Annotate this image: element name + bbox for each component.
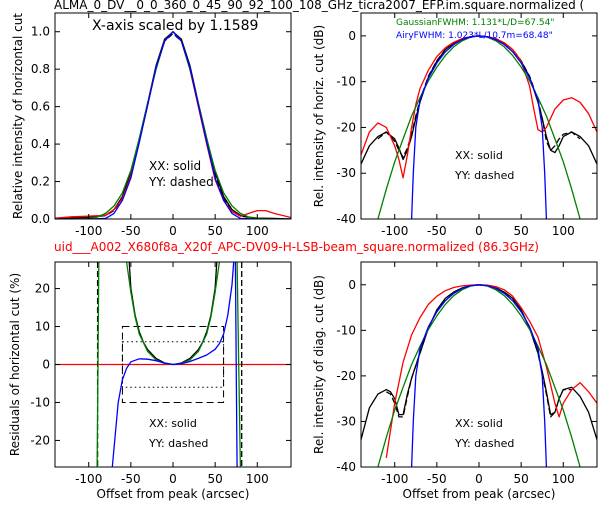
- series-line-green-solid: [377, 35, 581, 219]
- series-line-green-solid: [96, 262, 100, 467]
- plot-area: [55, 31, 291, 219]
- chart-panel-top-right: -100 -50 0 50 100 0 -10 -20 -30 -40 Rel. intensity…: [312, 12, 598, 238]
- x-tick-label: 0: [169, 472, 177, 486]
- x-tick-label: 100: [246, 224, 269, 238]
- y-tick-label: 0.4: [31, 137, 50, 151]
- series-line-blue-solid: [410, 35, 548, 219]
- x-tick-label: 100: [246, 472, 269, 486]
- series-line-black-dashed: [385, 284, 572, 418]
- legend-text: YY: dashed: [454, 169, 514, 182]
- x-tick-label: 50: [208, 224, 223, 238]
- legend-text: XX: solid: [455, 417, 503, 430]
- x-tick-label: 0: [169, 224, 177, 238]
- series-line-black-solid: [128, 262, 218, 366]
- y-tick-label: -20: [30, 433, 50, 447]
- plot-area: [361, 284, 597, 467]
- series-line-black-dashed: [377, 35, 581, 158]
- x-axis-label: Offset from peak (arcsec): [403, 487, 556, 501]
- y-tick-label: 20: [35, 282, 50, 296]
- y-tick-label: -20: [336, 369, 356, 383]
- chart-panel-bottom-right: -100 -50 0 50 100 0 -10 -20 -30 -40 Offset from pe…: [312, 261, 598, 501]
- x-tick-label: -100: [381, 472, 408, 486]
- x-tick-label: 100: [552, 472, 575, 486]
- tolerance-box-dotted: [121, 341, 225, 388]
- series-line-black-solid: [55, 31, 291, 219]
- y-axis-label: Relative intensity of horizontal cut: [11, 13, 25, 219]
- y-tick-label: 0: [42, 358, 50, 372]
- series-line-blue-solid: [55, 31, 291, 219]
- series-line-blue-solid: [234, 262, 238, 467]
- y-tick-label: 0.2: [31, 175, 50, 189]
- x-tick-label: -100: [75, 224, 102, 238]
- plot-area: [361, 35, 597, 219]
- legend-text: XX: solid: [455, 149, 503, 162]
- y-tick-label: -40: [336, 212, 356, 226]
- legend-text: YY: dashed: [148, 175, 214, 189]
- y-tick-label: 0: [348, 29, 356, 43]
- x-axis-label: Offset from peak (arcsec): [97, 487, 250, 501]
- x-tick-label: 50: [514, 472, 529, 486]
- series-line-black-dashed: [55, 32, 291, 219]
- legend-text: XX: solid: [149, 159, 201, 173]
- x-tick-label: 50: [514, 224, 529, 238]
- legend-text: YY: dashed: [454, 437, 514, 450]
- y-tick-label: 0.0: [31, 212, 50, 226]
- y-tick-label: -30: [336, 414, 356, 428]
- airy-fwhm-label: AiryFWHM: 1.023*L/10.7m=68.48": [396, 31, 553, 41]
- series-line-blue-solid: [111, 262, 235, 467]
- legend-text: XX: solid: [149, 417, 197, 430]
- legend-text: YY: dashed: [148, 437, 208, 450]
- series-line-blue-solid: [410, 284, 548, 467]
- series-line-red-solid: [55, 31, 291, 219]
- middle-title: uid___A002_X680f8a_X20f_APC-DV09-H-LSB-b…: [54, 240, 539, 254]
- y-tick-label: 0.6: [31, 100, 50, 114]
- x-tick-label: -100: [381, 224, 408, 238]
- series-line-green-solid: [236, 262, 242, 467]
- y-tick-label: -20: [336, 120, 356, 134]
- series-line-red-solid: [385, 284, 597, 458]
- y-tick-label: 0: [348, 278, 356, 292]
- series-line-green-solid: [125, 262, 221, 366]
- y-tick-label: -40: [336, 460, 356, 474]
- x-tick-label: 50: [208, 472, 223, 486]
- y-axis-label: Rel. intensity of diag. cut (dB): [312, 275, 326, 454]
- y-tick-label: -10: [30, 395, 50, 409]
- axes-frame: [360, 12, 598, 220]
- scale-annotation: X-axis scaled by 1.1589: [92, 18, 258, 34]
- x-tick-label: -50: [427, 472, 447, 486]
- y-tick-label: 0.8: [31, 62, 50, 76]
- x-tick-label: -50: [427, 224, 447, 238]
- plot-area: [55, 262, 291, 467]
- top-title: ALMA_0_DV__0_0_360_0_45_90_92_100_108_GH…: [54, 0, 584, 12]
- y-tick-label: -30: [336, 166, 356, 180]
- tolerance-box-dashed: [121, 326, 225, 403]
- x-tick-label: -100: [75, 472, 102, 486]
- series-line-green-solid: [55, 31, 291, 219]
- x-tick-label: 0: [475, 472, 483, 486]
- gaussian-fwhm-label: GaussianFWHM: 1.131*L/D=67.54": [396, 18, 554, 28]
- y-axis-label: Rel. intensity of horiz. cut (dB): [312, 25, 326, 207]
- x-tick-label: 0: [475, 224, 483, 238]
- chart-panels: -100 -50 0 50 1000.00.20.40.60.81.0Relative …: [8, 12, 598, 501]
- y-axis-label: Residuals of horizontal cut (%): [8, 273, 22, 456]
- y-tick-label: 10: [35, 320, 50, 334]
- x-tick-label: -50: [121, 224, 141, 238]
- y-tick-label: 1.0: [31, 25, 50, 39]
- y-tick-label: -10: [336, 323, 356, 337]
- x-tick-label: -50: [121, 472, 141, 486]
- x-tick-label: 100: [552, 224, 575, 238]
- y-tick-label: -10: [336, 75, 356, 89]
- chart-panel-top-left: -100 -50 0 50 100 0.0 0.2 0.4 0.6 0.8 1.0 Relative …: [11, 12, 292, 238]
